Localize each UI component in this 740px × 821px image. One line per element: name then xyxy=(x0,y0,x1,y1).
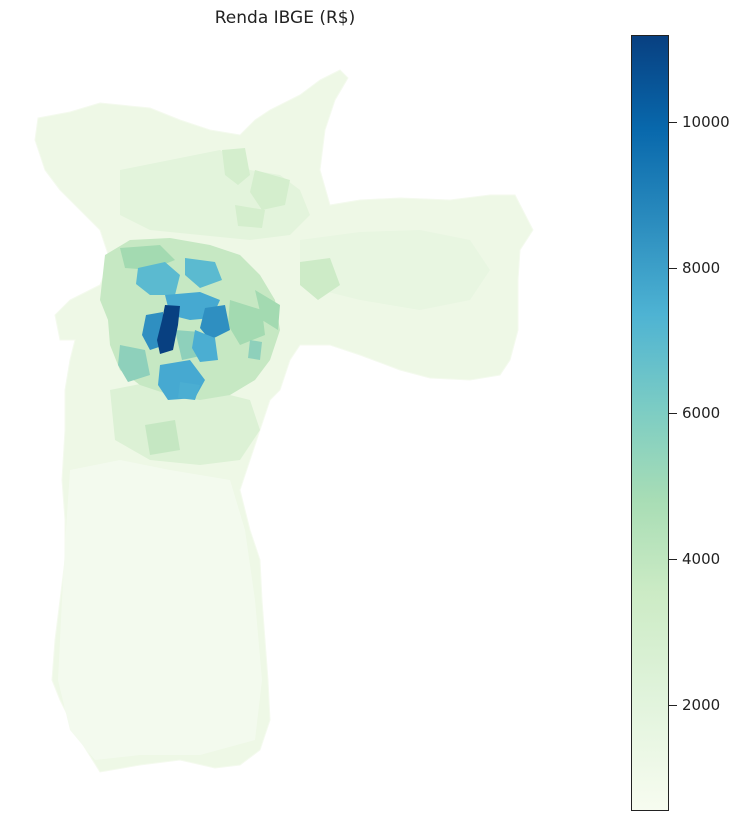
colorbar-tick xyxy=(669,705,677,706)
colorbar-tick-label: 8000 xyxy=(682,259,721,277)
east-zone-b xyxy=(300,258,340,300)
district-mid-2 xyxy=(158,292,220,400)
colorbar-tick xyxy=(669,413,677,414)
colorbar-tick xyxy=(669,559,677,560)
colorbar-tick-label: 4000 xyxy=(682,550,721,568)
colorbar-tick-label: 6000 xyxy=(682,404,721,422)
colorbar-tick-label: 2000 xyxy=(682,696,721,714)
choropleth-map xyxy=(34,69,534,773)
district-mid-1 xyxy=(136,258,222,295)
east-zone xyxy=(300,230,490,310)
colorbar-tick-label: 10000 xyxy=(682,113,730,131)
district-high-2 xyxy=(178,330,218,400)
central-south-zone xyxy=(110,380,260,465)
colorbar-tick xyxy=(669,268,677,269)
colorbar-tick xyxy=(669,122,677,123)
north-zone-b xyxy=(222,148,290,228)
central-zone-c xyxy=(118,330,262,382)
central-south-zone-b xyxy=(145,420,180,455)
district-top xyxy=(157,305,180,354)
south-zone xyxy=(58,460,262,760)
map-title: Renda IBGE (R$) xyxy=(214,8,356,28)
central-zone-b xyxy=(120,245,280,345)
colorbar xyxy=(631,35,669,811)
